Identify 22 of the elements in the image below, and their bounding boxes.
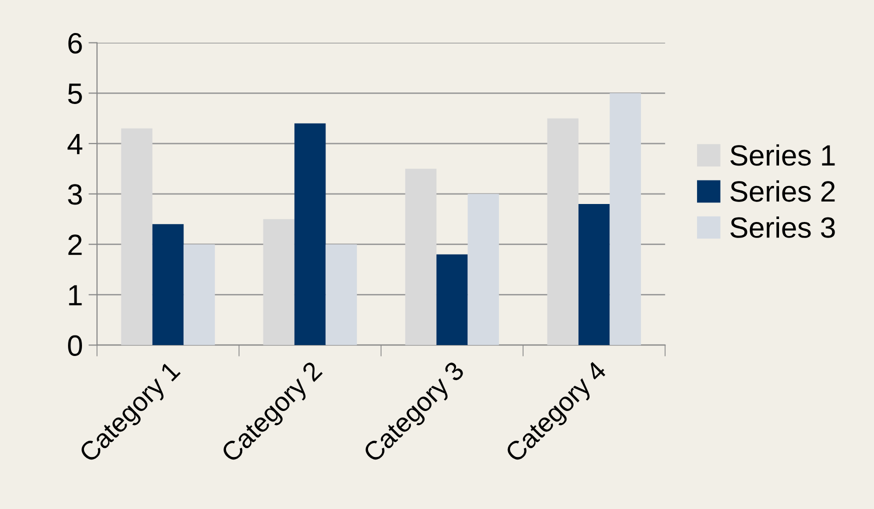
bar	[121, 128, 152, 346]
y-tick-label: 5	[68, 84, 82, 104]
bar	[610, 93, 641, 346]
bar	[263, 219, 294, 346]
bar	[326, 244, 357, 346]
legend-label: Series 1	[730, 144, 835, 166]
bar	[468, 194, 499, 346]
y-tick-label: 4	[68, 134, 82, 154]
y-tick-label: 1	[69, 285, 82, 306]
bar	[578, 204, 610, 346]
bar	[547, 118, 578, 346]
y-tick-label: 6	[68, 32, 82, 54]
bar	[184, 244, 215, 346]
bar	[294, 123, 326, 346]
y-tick-label: 0	[68, 335, 82, 356]
bar	[405, 168, 436, 346]
bar	[436, 254, 468, 346]
y-tick-label: 2	[68, 234, 82, 255]
legend-label: Series 3	[730, 216, 835, 238]
bar	[152, 224, 184, 346]
y-tick-label: 3	[68, 184, 82, 205]
legend-label: Series 2	[730, 180, 835, 202]
